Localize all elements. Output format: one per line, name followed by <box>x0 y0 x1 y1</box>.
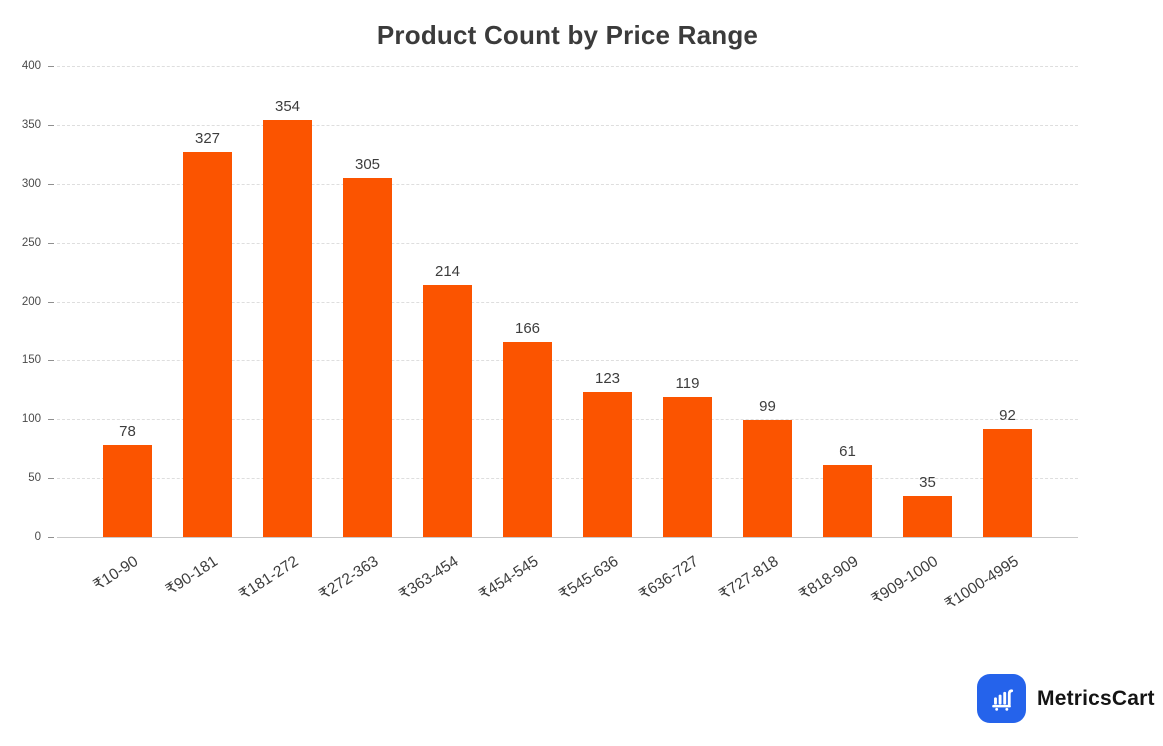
bar <box>743 420 792 537</box>
y-tick-mark <box>48 419 54 421</box>
y-tick-label: 100 <box>21 413 41 426</box>
gridline <box>57 66 1078 67</box>
y-tick-label: 250 <box>21 236 41 249</box>
bar <box>823 465 872 537</box>
x-tick-label: ₹90-181 <box>163 552 222 599</box>
x-tick-label: ₹1000-4995 <box>941 552 1022 613</box>
y-tick-label: 150 <box>21 354 41 367</box>
bar <box>903 495 952 537</box>
x-axis-line <box>57 537 1078 538</box>
x-tick-label: ₹363-454 <box>396 552 462 604</box>
y-tick-mark <box>48 124 54 126</box>
bar <box>183 151 232 537</box>
x-tick-label: ₹818-909 <box>796 552 862 604</box>
bar-value-label: 354 <box>274 98 301 116</box>
x-tick-label: ₹10-90 <box>90 552 142 595</box>
bar <box>343 177 392 537</box>
bar-value-label: 305 <box>354 155 381 173</box>
x-tick-label: ₹636-727 <box>636 552 702 604</box>
gridline <box>57 183 1078 185</box>
y-tick-label: 0 <box>34 531 41 543</box>
brand-logo: MetricsCart <box>977 674 1155 723</box>
y-tick-mark <box>48 66 54 67</box>
bar-value-label: 166 <box>514 319 541 337</box>
y-tick-label: 200 <box>21 295 41 308</box>
gridline <box>57 360 1078 362</box>
gridline <box>57 301 1078 303</box>
x-tick-label: ₹272-363 <box>316 552 382 604</box>
y-tick-mark <box>48 301 54 303</box>
gridline <box>57 242 1078 244</box>
y-tick-mark <box>48 537 54 538</box>
bar-value-label: 119 <box>675 374 700 392</box>
x-tick-label: ₹545-636 <box>556 552 622 604</box>
bar-value-label: 327 <box>194 129 221 147</box>
gridline <box>57 124 1078 126</box>
bar <box>663 396 712 537</box>
y-tick-label: 50 <box>28 472 41 485</box>
bar-value-label: 123 <box>594 370 621 388</box>
x-tick-label: ₹909-1000 <box>868 552 942 609</box>
y-tick-label: 350 <box>21 118 41 131</box>
bar-value-label: 92 <box>999 406 1016 424</box>
y-tick-mark <box>48 242 54 244</box>
bar <box>583 392 632 537</box>
bar <box>263 120 312 537</box>
y-tick-mark <box>48 360 54 362</box>
cart-bar-chart-icon <box>987 684 1017 714</box>
bar-value-label: 35 <box>919 473 936 491</box>
metricscart-logo-badge <box>977 674 1026 723</box>
bar-value-label: 214 <box>434 263 461 281</box>
plot-area: 0 50 100 150 200 250 300 350 400 78 ₹10-90 327 ₹90-1… <box>22 60 1078 613</box>
bar <box>423 285 472 537</box>
bar-value-label: 78 <box>119 423 136 441</box>
bar <box>103 445 152 537</box>
y-tick-label: 300 <box>21 177 41 190</box>
metricscart-logo-text: MetricsCart <box>1037 686 1155 710</box>
x-tick-label: ₹454-545 <box>476 552 542 604</box>
bar-value-label: 61 <box>839 443 856 461</box>
gridline <box>57 419 1078 421</box>
chart-title: Product Count by Price Range <box>376 20 759 50</box>
y-tick-mark <box>48 478 54 480</box>
y-tick-mark <box>48 183 54 185</box>
x-tick-label: ₹727-818 <box>716 552 782 604</box>
bar <box>983 428 1032 537</box>
bar-value-label: 99 <box>759 398 776 416</box>
x-tick-label: ₹181-272 <box>236 552 302 604</box>
gridline <box>57 478 1078 480</box>
y-tick-label: 400 <box>21 60 41 72</box>
bar <box>503 341 552 537</box>
